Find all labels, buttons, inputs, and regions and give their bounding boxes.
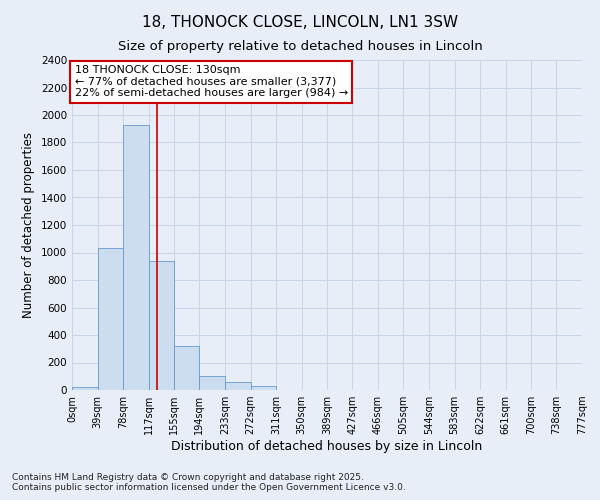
Bar bbox=[225, 382, 251, 390]
Bar bbox=[174, 346, 199, 390]
Bar bbox=[98, 248, 123, 390]
Bar bbox=[149, 261, 174, 390]
Text: Contains HM Land Registry data © Crown copyright and database right 2025.
Contai: Contains HM Land Registry data © Crown c… bbox=[12, 473, 406, 492]
Bar bbox=[123, 126, 149, 390]
Text: 18, THONOCK CLOSE, LINCOLN, LN1 3SW: 18, THONOCK CLOSE, LINCOLN, LN1 3SW bbox=[142, 15, 458, 30]
Text: 18 THONOCK CLOSE: 130sqm
← 77% of detached houses are smaller (3,377)
22% of sem: 18 THONOCK CLOSE: 130sqm ← 77% of detach… bbox=[74, 65, 348, 98]
Bar bbox=[199, 376, 225, 390]
Y-axis label: Number of detached properties: Number of detached properties bbox=[22, 132, 35, 318]
X-axis label: Distribution of detached houses by size in Lincoln: Distribution of detached houses by size … bbox=[172, 440, 482, 453]
Text: Size of property relative to detached houses in Lincoln: Size of property relative to detached ho… bbox=[118, 40, 482, 53]
Bar bbox=[72, 386, 98, 390]
Bar bbox=[251, 386, 276, 390]
